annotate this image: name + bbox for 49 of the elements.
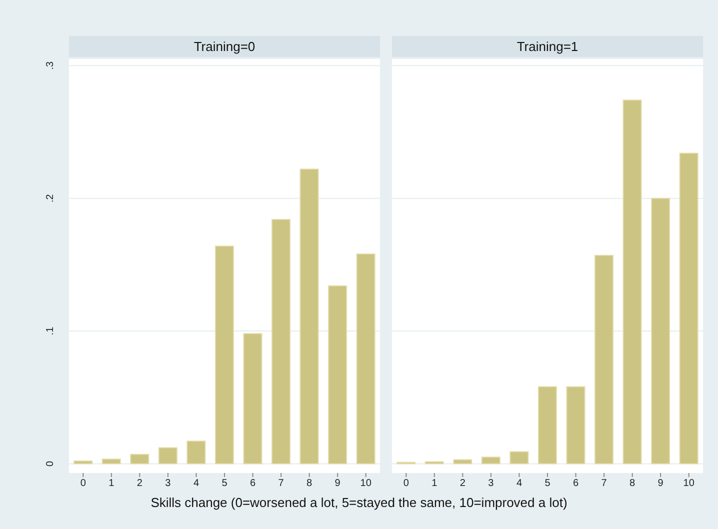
chart-title: Training=0 bbox=[69, 36, 380, 57]
x-tick-label: 1 bbox=[108, 478, 115, 490]
chart-title: Training=1 bbox=[392, 36, 703, 57]
x-tick-label: 9 bbox=[334, 478, 341, 490]
bar bbox=[566, 386, 586, 464]
bar bbox=[243, 333, 262, 464]
x-tick-label: 5 bbox=[544, 478, 551, 490]
y-tick-label: .3 bbox=[45, 61, 56, 70]
x-tick-label: 3 bbox=[488, 478, 494, 490]
x-tick-label: 4 bbox=[516, 478, 522, 490]
bar bbox=[594, 254, 614, 464]
x-tick-label: 10 bbox=[360, 478, 372, 490]
bar bbox=[622, 100, 642, 464]
x-tick-label: 3 bbox=[165, 478, 172, 490]
x-tick-label: 7 bbox=[601, 478, 608, 490]
bar bbox=[102, 458, 121, 464]
bar bbox=[158, 447, 178, 464]
bar bbox=[130, 454, 150, 464]
x-tick-label: 1 bbox=[432, 478, 438, 490]
x-tick-label: 0 bbox=[80, 478, 86, 490]
x-tick-label: 7 bbox=[278, 478, 284, 490]
x-tick-label: 8 bbox=[630, 478, 636, 490]
bar bbox=[328, 285, 348, 464]
bar bbox=[74, 460, 93, 464]
x-tick-label: 5 bbox=[222, 478, 228, 490]
x-tick-label: 6 bbox=[572, 478, 579, 490]
x-tick-label: 2 bbox=[136, 478, 143, 490]
bar bbox=[538, 386, 557, 464]
bar bbox=[356, 254, 376, 464]
x-axis-title: Skills change (0=worsened a lot, 5=stayed the same, 10=improved a lot) bbox=[150, 495, 568, 510]
y-tick-label: 0 bbox=[45, 460, 56, 466]
bar bbox=[272, 219, 290, 464]
x-tick-label: 4 bbox=[193, 478, 200, 490]
bar bbox=[679, 152, 698, 464]
x-tick-label: 6 bbox=[250, 478, 256, 490]
y-tick-label: .2 bbox=[45, 194, 56, 202]
bar bbox=[186, 440, 206, 464]
x-tick-label: 0 bbox=[403, 478, 410, 490]
x-tick-label: 2 bbox=[460, 478, 466, 490]
bar bbox=[481, 456, 500, 464]
x-tick-label: 9 bbox=[658, 478, 664, 490]
x-tick-label: 10 bbox=[683, 478, 695, 490]
bar bbox=[651, 198, 670, 464]
bar bbox=[214, 246, 234, 464]
y-tick-label: .1 bbox=[45, 326, 56, 336]
x-tick-label: 8 bbox=[306, 478, 313, 490]
bar bbox=[300, 168, 319, 464]
bar bbox=[510, 451, 529, 464]
bar bbox=[453, 459, 472, 464]
